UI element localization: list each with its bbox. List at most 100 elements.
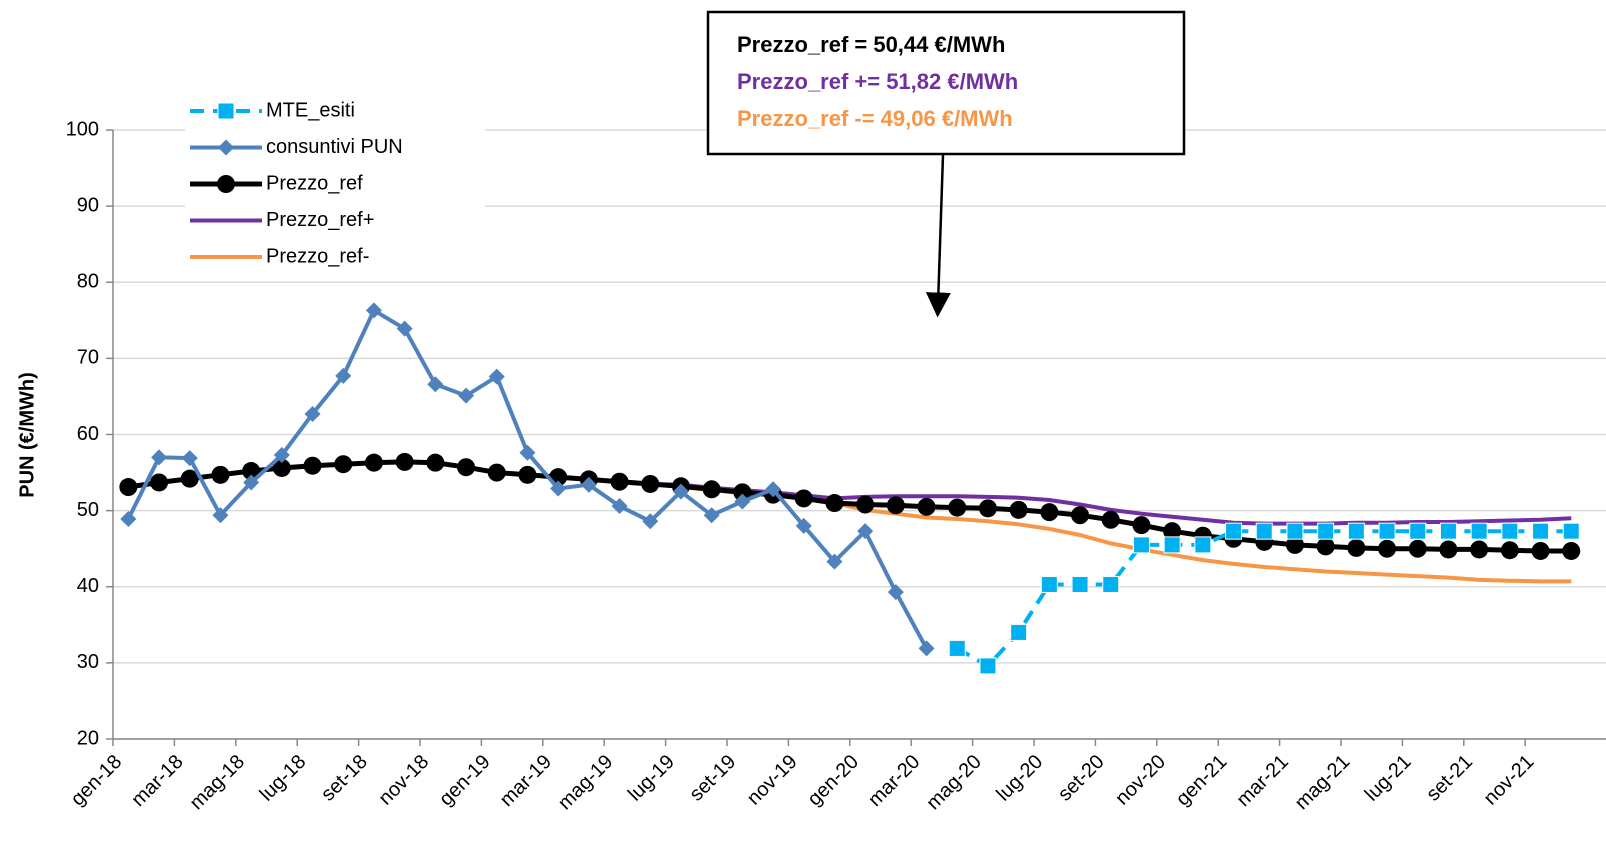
marker xyxy=(1132,516,1151,535)
marker xyxy=(1347,522,1365,540)
marker xyxy=(364,453,383,472)
x-tick-label: mar-18 xyxy=(127,751,187,811)
marker xyxy=(1409,522,1427,540)
marker xyxy=(487,463,506,482)
marker xyxy=(1347,538,1366,557)
marker xyxy=(703,507,720,524)
marker xyxy=(979,657,997,675)
x-tick-label: nov-18 xyxy=(374,751,433,810)
y-tick-label: 20 xyxy=(77,727,99,749)
y-tick-label: 70 xyxy=(77,347,99,369)
marker xyxy=(641,474,660,493)
y-tick-label: 80 xyxy=(77,271,99,293)
x-tick-label: nov-20 xyxy=(1111,751,1170,810)
marker xyxy=(1009,500,1028,519)
x-tick-label: set-20 xyxy=(1054,751,1109,806)
annotation-box xyxy=(706,10,1186,156)
marker xyxy=(610,472,629,491)
marker xyxy=(1532,522,1550,540)
x-tick-label: lug-18 xyxy=(256,751,311,806)
annotation-text: Prezzo_ref = 50,44 €/MWh xyxy=(737,32,1005,57)
x-tick-label: mag-19 xyxy=(554,751,618,815)
marker xyxy=(948,498,967,517)
marker xyxy=(1562,522,1580,540)
marker xyxy=(1163,536,1181,554)
marker xyxy=(1378,522,1396,540)
marker xyxy=(1501,522,1519,540)
y-tick-label: 60 xyxy=(77,423,99,445)
marker xyxy=(580,476,597,493)
x-tick-label: mag-21 xyxy=(1291,751,1355,815)
x-tick-label: mar-20 xyxy=(864,751,924,811)
x-tick-label: set-21 xyxy=(1422,751,1477,806)
marker xyxy=(1531,541,1550,560)
marker xyxy=(794,489,813,508)
marker xyxy=(733,483,752,502)
marker xyxy=(427,376,444,393)
marker xyxy=(1071,506,1090,525)
annotation: Prezzo_ref = 50,44 €/MWh Prezzo_ref += 51… xyxy=(706,10,1186,318)
marker xyxy=(1439,540,1458,559)
annotation-arrow xyxy=(925,154,951,318)
marker xyxy=(1040,503,1059,522)
y-tick-label: 50 xyxy=(77,499,99,521)
marker xyxy=(243,474,260,491)
y-tick-label: 90 xyxy=(77,194,99,216)
marker xyxy=(304,405,321,422)
marker xyxy=(1194,536,1212,554)
marker xyxy=(1163,522,1182,541)
annotation-text: Prezzo_ref -= 49,06 €/MWh xyxy=(737,106,1013,131)
x-tick-label: gen-20 xyxy=(803,751,863,811)
x-tick-label: lug-20 xyxy=(992,751,1047,806)
marker xyxy=(1010,623,1028,641)
marker xyxy=(150,473,169,492)
marker xyxy=(120,510,137,527)
y-tick-label: 100 xyxy=(66,118,99,140)
marker xyxy=(303,456,322,475)
legend-label: Prezzo_ref xyxy=(266,172,363,194)
x-tick-label: lug-19 xyxy=(624,751,679,806)
x-tick-label: gen-18 xyxy=(67,751,127,811)
marker xyxy=(918,640,935,657)
marker xyxy=(1408,539,1427,558)
legend-label: consuntivi PUN xyxy=(266,136,403,158)
y-tick-label: 30 xyxy=(77,651,99,673)
marker xyxy=(1439,522,1457,540)
marker xyxy=(734,493,751,510)
marker xyxy=(1317,522,1335,540)
legend-marker xyxy=(218,139,234,156)
marker xyxy=(1132,536,1150,554)
marker xyxy=(1255,522,1273,540)
marker xyxy=(488,368,505,385)
marker xyxy=(1378,539,1397,558)
marker xyxy=(335,367,352,384)
marker xyxy=(1562,541,1581,560)
marker xyxy=(825,494,844,513)
marker xyxy=(1316,537,1335,556)
marker xyxy=(1470,540,1489,559)
y-axis-label: PUN (€/MWh) xyxy=(16,372,38,498)
marker xyxy=(917,497,936,516)
marker xyxy=(642,513,659,530)
marker xyxy=(856,495,875,514)
marker xyxy=(519,444,536,461)
marker xyxy=(887,584,904,601)
marker xyxy=(795,517,812,534)
x-tick-label: gen-19 xyxy=(435,751,495,811)
marker xyxy=(550,480,567,497)
marker xyxy=(1500,541,1519,560)
marker xyxy=(1285,535,1304,554)
marker xyxy=(518,465,537,484)
marker xyxy=(948,639,966,657)
marker xyxy=(395,452,414,471)
x-tick-label: set-18 xyxy=(317,751,372,806)
x-tick-label: mag-20 xyxy=(922,751,986,815)
marker xyxy=(672,483,689,500)
marker xyxy=(1040,575,1058,593)
marker xyxy=(886,496,905,515)
x-tick-label: gen-21 xyxy=(1172,751,1232,811)
y-tick-label: 40 xyxy=(77,575,99,597)
marker xyxy=(1071,575,1089,593)
